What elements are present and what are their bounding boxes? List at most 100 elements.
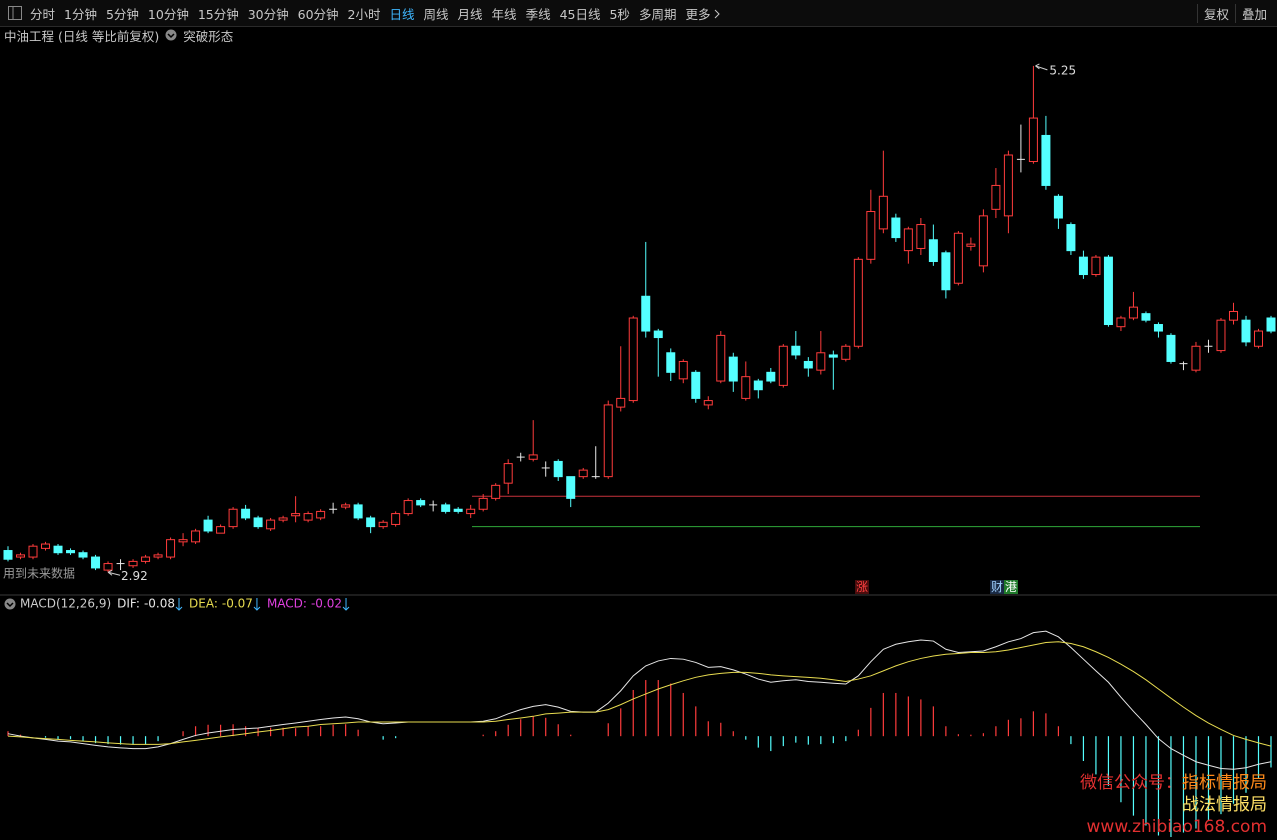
- period-tab[interactable]: 15分钟: [197, 6, 239, 22]
- period-tab[interactable]: 5秒: [609, 6, 630, 22]
- period-tab[interactable]: 2小时: [347, 6, 381, 22]
- toolbar-button[interactable]: 叠加: [1234, 4, 1273, 23]
- candle-body: [478, 497, 488, 510]
- period-tab[interactable]: 30分钟: [247, 6, 289, 22]
- candle-body: [741, 376, 751, 399]
- candle-body: [1128, 306, 1138, 319]
- candle-body: [666, 352, 676, 373]
- candle-body: [466, 508, 476, 515]
- candle-body: [1053, 195, 1063, 219]
- candle-body: [1141, 313, 1151, 321]
- candle-body: [441, 504, 451, 512]
- candle-body: [253, 517, 263, 528]
- candle-body: [228, 508, 238, 528]
- candle-body: [1241, 319, 1251, 343]
- candle-body: [753, 380, 763, 391]
- candle-body: [316, 510, 326, 519]
- candle-body: [291, 513, 301, 517]
- legend-name: DIF:: [117, 597, 140, 611]
- candle-body: [1078, 256, 1088, 276]
- candle-body: [828, 354, 838, 358]
- legend-value: -0.08: [144, 597, 175, 611]
- period-tab[interactable]: 多周期: [638, 6, 677, 22]
- price-panel: 5.25 2.92 涨 财港: [3, 63, 1276, 594]
- candle-body: [966, 243, 976, 247]
- toolbar-button[interactable]: 复权: [1196, 4, 1235, 23]
- legend-name: DEA:: [189, 597, 218, 611]
- candle-body: [78, 552, 88, 558]
- candle-body: [616, 397, 626, 408]
- period-tab[interactable]: 60分钟: [297, 6, 339, 22]
- macd-panel: MACD(12,26,9) DIF: -0.08 DEA: -0.07 MACD: -0.0…: [4, 597, 1272, 838]
- candle-body: [528, 454, 538, 460]
- macd-line: [7, 641, 1272, 747]
- candle-body: [853, 258, 863, 347]
- candle-body: [178, 539, 188, 543]
- event-marker-bg: [855, 580, 869, 594]
- period-tab[interactable]: 分时: [30, 6, 56, 22]
- candle-body: [791, 345, 801, 356]
- event-marker: 港: [1005, 580, 1017, 594]
- candle-body: [1028, 117, 1038, 163]
- dropdown-icon[interactable]: [165, 29, 177, 41]
- candle-body: [241, 508, 251, 519]
- period-tab[interactable]: 5分钟: [105, 6, 139, 22]
- candle-body: [1003, 154, 1013, 217]
- period-tab[interactable]: 更多: [685, 4, 721, 23]
- candle-body: [66, 550, 76, 554]
- period-tab[interactable]: 45日线: [559, 6, 601, 22]
- candle-body: [41, 543, 51, 549]
- candle-body: [1253, 330, 1263, 347]
- watermark: 微信公众号：指标情报局 战法情报局 www.zhibiao168.com: [1080, 772, 1267, 838]
- candle-body: [278, 517, 288, 521]
- candle-body: [16, 554, 26, 558]
- period-tab[interactable]: 10分钟: [147, 6, 189, 22]
- period-tab[interactable]: 1分钟: [64, 6, 97, 22]
- max-arrow: [1035, 63, 1048, 71]
- period-tab[interactable]: 日线: [389, 6, 415, 22]
- pattern-name[interactable]: 突破形态: [183, 28, 234, 44]
- event-marker-bg: [990, 580, 1004, 594]
- candle-body: [378, 521, 388, 528]
- candle-body: [803, 360, 813, 369]
- candle-body: [1116, 317, 1126, 328]
- candle-body: [628, 317, 638, 402]
- event-marker: 财: [991, 580, 1003, 594]
- candle-body: [1041, 134, 1051, 186]
- candle-body: [91, 556, 101, 569]
- candle-body: [953, 232, 963, 284]
- candle-body: [303, 513, 313, 521]
- candle-body: [566, 476, 576, 499]
- candle-body: [166, 539, 176, 558]
- chart-header: 中油工程 (日线 等比前复权) 突破形态: [4, 27, 234, 44]
- future-data-note: 用到未来数据: [3, 566, 75, 581]
- candle-body: [978, 215, 988, 267]
- candle-body: [816, 352, 826, 371]
- candle-body: [1191, 345, 1201, 371]
- candle-body: [391, 513, 401, 525]
- candle-body: [216, 526, 226, 534]
- candle-body: [1103, 256, 1113, 326]
- period-tab[interactable]: 周线: [423, 6, 449, 22]
- candle-body: [553, 460, 563, 478]
- chevron-icon: [715, 9, 721, 18]
- candle-body: [141, 556, 151, 562]
- candle-body: [53, 545, 63, 554]
- period-tab[interactable]: 年线: [491, 6, 517, 22]
- legend-value: -0.07: [222, 597, 253, 611]
- watermark-name: 战法情报局: [1182, 795, 1267, 815]
- period-tab[interactable]: 月线: [457, 6, 483, 22]
- dropdown-icon: [4, 598, 16, 610]
- candle-body: [841, 345, 851, 360]
- period-tab[interactable]: 季线: [525, 6, 551, 22]
- panel-toggle-icon[interactable]: [8, 6, 22, 20]
- candle-body: [778, 345, 788, 386]
- candle-body: [1153, 324, 1163, 332]
- candle-body: [903, 228, 913, 252]
- event-marker: 涨: [856, 579, 868, 594]
- watermark-prefix: 微信公众号：: [1080, 773, 1182, 793]
- stock-title: 中油工程 (日线 等比前复权): [4, 28, 160, 44]
- candle-body: [403, 500, 413, 515]
- candle-body: [866, 211, 876, 260]
- candle-body: [266, 519, 276, 530]
